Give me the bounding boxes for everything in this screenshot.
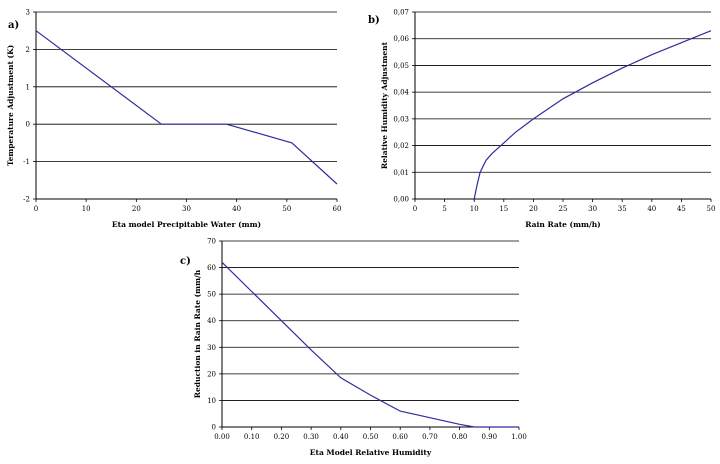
x-tick-label: 0.80	[452, 433, 468, 441]
y-tick-label: 20	[207, 370, 216, 378]
panel-label: c)	[180, 256, 191, 267]
x-tick-label: 0.20	[274, 433, 290, 441]
x-tick-label: 30	[588, 205, 597, 213]
y-axis-label: Reduction in Rain Rate (mm/h	[193, 269, 202, 398]
x-tick-label: 60	[333, 205, 342, 213]
y-tick-label: 3	[26, 9, 30, 17]
panel-label: a)	[8, 20, 19, 31]
y-tick-label: 0,04	[393, 89, 409, 97]
y-tick-label: 70	[207, 238, 216, 246]
x-tick-label: 50	[707, 205, 716, 213]
x-tick-label: 1.00	[511, 433, 527, 441]
y-tick-label: 0	[212, 424, 216, 432]
x-tick-label: 5	[442, 205, 446, 213]
y-axis-label: Relative Humidity Adjustment	[380, 41, 389, 169]
y-tick-label: 2	[26, 46, 30, 54]
x-tick-label: 0.70	[422, 433, 438, 441]
y-axis-label: Temperature Adjustment (K)	[6, 45, 15, 166]
x-tick-label: 20	[529, 205, 538, 213]
y-tick-label: 0,00	[393, 196, 409, 204]
chart-panel-b: 0,00 0,01 0,02 0,03 0,04 0,05 0,06 0,07 0 5 10 15 20…	[368, 9, 715, 230]
x-tick-label: 0.50	[363, 433, 379, 441]
y-tick-label: 0,05	[393, 62, 409, 70]
x-tick-label: 10	[82, 205, 91, 213]
y-tick-label: 0,01	[393, 169, 409, 177]
x-tick-label: 0.60	[392, 433, 408, 441]
x-axis-label: Eta model Precipitable Water (mm)	[112, 220, 261, 229]
y-tick-label: 40	[207, 317, 216, 325]
x-tick-label: 0.10	[244, 433, 260, 441]
y-tick-label: 50	[207, 291, 216, 299]
x-axis-label: Eta Model Relative Humidity	[310, 448, 432, 457]
x-tick-label: 0.00	[214, 433, 230, 441]
x-tick-label: 0.30	[303, 433, 319, 441]
y-tick-label: 0,07	[393, 9, 409, 17]
y-tick-label: 60	[207, 264, 216, 272]
y-tick-label: 1	[26, 83, 30, 91]
x-tick-label: 25	[559, 205, 568, 213]
x-tick-label: 50	[282, 205, 291, 213]
x-tick-label: 10	[470, 205, 479, 213]
x-axis-label: Rain Rate (mm/h)	[525, 220, 600, 229]
x-tick-label: 30	[182, 205, 191, 213]
x-tick-label: 40	[647, 205, 656, 213]
x-tick-label: 0.90	[482, 433, 498, 441]
series-line	[35, 30, 338, 185]
x-tick-label: 0.40	[333, 433, 349, 441]
y-tick-label: 10	[207, 397, 216, 405]
x-tick-label: 15	[499, 205, 508, 213]
y-tick-label: -1	[23, 158, 30, 166]
x-tick-label: 0	[34, 205, 38, 213]
y-tick-label: 0,06	[393, 35, 409, 43]
y-tick-label: 0,03	[393, 115, 409, 123]
series-line	[473, 30, 712, 200]
x-tick-label: 45	[677, 205, 686, 213]
x-tick-label: 35	[618, 205, 627, 213]
x-tick-label: 20	[132, 205, 141, 213]
x-tick-label: 0	[413, 205, 417, 213]
y-tick-label: -2	[23, 196, 30, 204]
chart-panel-c: 0 10 20 30 40 50 60 70 0.00 0.10 0.20 0.30 0.40 0.50 0…	[180, 238, 527, 458]
panel-label: b)	[368, 15, 380, 26]
y-tick-label: 0,02	[393, 142, 409, 150]
y-tick-label: 30	[207, 344, 216, 352]
y-tick-label: 0	[26, 121, 30, 129]
series-line	[221, 261, 519, 428]
x-tick-label: 40	[232, 205, 241, 213]
